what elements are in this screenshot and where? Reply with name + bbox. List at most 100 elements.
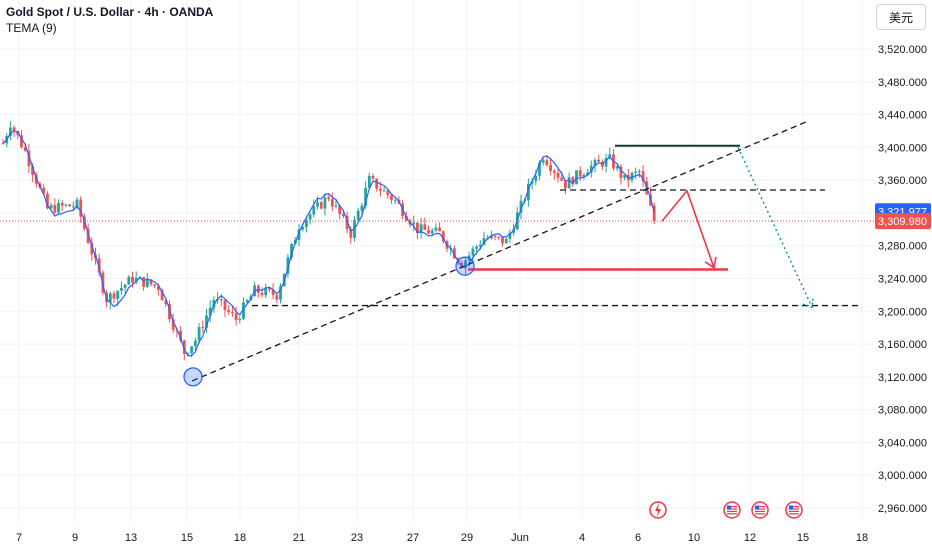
candle bbox=[75, 197, 79, 210]
x-tick-label: 29 bbox=[461, 532, 473, 544]
candle bbox=[545, 156, 549, 167]
x-tick-label: Jun bbox=[511, 532, 529, 544]
grid bbox=[0, 0, 874, 522]
y-tick-label: 3,240.000 bbox=[878, 274, 927, 286]
us-flag-icon[interactable] bbox=[785, 501, 803, 519]
candle bbox=[441, 230, 445, 244]
candle bbox=[571, 175, 575, 187]
y-axis[interactable]: 2,960.000 3,000.000 3,040.000 3,080.000 3,12… bbox=[878, 44, 927, 515]
candle bbox=[434, 223, 438, 232]
candle bbox=[68, 203, 71, 207]
candle bbox=[112, 290, 116, 304]
candle bbox=[430, 227, 434, 236]
chart-header: Gold Spot / U.S. Dollar · 4h · OANDA TEM… bbox=[6, 4, 213, 36]
us-flag-icon[interactable] bbox=[723, 501, 741, 519]
highlight-circle[interactable] bbox=[455, 256, 475, 276]
arrow-head bbox=[704, 256, 717, 270]
candle bbox=[145, 273, 149, 288]
x-tick-label: 12 bbox=[744, 532, 756, 544]
projection-arrow[interactable] bbox=[661, 189, 715, 269]
lightning-icon[interactable] bbox=[649, 501, 667, 519]
candle bbox=[305, 218, 308, 233]
x-axis[interactable]: 7 9 13 15 18 21 23 27 29 Jun 4 6 10 12 15 18 bbox=[16, 532, 868, 544]
candle bbox=[279, 283, 282, 304]
indicator-label[interactable]: TEMA (9) bbox=[6, 21, 57, 35]
x-tick-label: 7 bbox=[16, 532, 22, 544]
candle bbox=[312, 199, 316, 218]
symbol-title[interactable]: Gold Spot / U.S. Dollar · 4h · OANDA bbox=[6, 5, 214, 19]
candle bbox=[297, 224, 301, 247]
x-tick-label: 21 bbox=[293, 532, 305, 544]
candle bbox=[338, 204, 342, 220]
x-tick-label: 4 bbox=[579, 532, 585, 544]
candle bbox=[319, 200, 323, 210]
x-tick-label: 6 bbox=[635, 532, 641, 544]
candle bbox=[497, 236, 501, 241]
candle bbox=[604, 153, 608, 173]
x-tick-label: 13 bbox=[125, 532, 137, 544]
candle bbox=[597, 154, 601, 162]
candle bbox=[205, 308, 208, 333]
candle bbox=[197, 323, 201, 344]
us-flag-icon[interactable] bbox=[751, 501, 769, 519]
candle bbox=[164, 299, 168, 307]
candle bbox=[234, 306, 238, 326]
arrow-head bbox=[802, 297, 814, 309]
candle bbox=[641, 165, 645, 187]
trendline[interactable] bbox=[191, 120, 809, 382]
candle bbox=[634, 167, 638, 180]
candle bbox=[419, 218, 423, 239]
current-price-label: 3,309.980 bbox=[875, 213, 931, 230]
currency-button[interactable]: 美元 bbox=[876, 4, 926, 30]
candle bbox=[390, 193, 393, 204]
y-tick-label: 3,360.000 bbox=[878, 175, 927, 187]
x-tick-label: 15 bbox=[181, 532, 193, 544]
candle bbox=[423, 217, 427, 231]
candle bbox=[589, 160, 593, 178]
candle bbox=[153, 283, 157, 289]
y-tick-label: 2,960.000 bbox=[878, 503, 927, 515]
candle bbox=[275, 293, 279, 304]
long-term-arrow[interactable] bbox=[737, 147, 813, 308]
candle bbox=[127, 274, 131, 285]
candle bbox=[27, 143, 31, 174]
candle bbox=[371, 173, 375, 181]
candle bbox=[53, 198, 57, 215]
highlight-circle[interactable] bbox=[183, 367, 203, 387]
y-tick-label: 3,200.000 bbox=[878, 306, 927, 318]
candle bbox=[549, 157, 552, 176]
x-tick-label: 10 bbox=[688, 532, 700, 544]
candle bbox=[64, 203, 68, 208]
candle bbox=[367, 172, 371, 189]
candle bbox=[256, 284, 260, 298]
event-icons[interactable] bbox=[649, 501, 803, 519]
candle bbox=[349, 226, 353, 244]
current-price-label-text: 3,309.980 bbox=[878, 216, 927, 228]
candle bbox=[601, 159, 604, 171]
candle bbox=[412, 215, 416, 231]
x-tick-label: 27 bbox=[407, 532, 419, 544]
candle bbox=[552, 169, 556, 180]
candle bbox=[356, 208, 360, 221]
y-tick-label: 3,120.000 bbox=[878, 372, 927, 384]
candle bbox=[223, 299, 227, 318]
candle bbox=[238, 316, 242, 324]
candle bbox=[578, 166, 582, 181]
x-tick-label: 9 bbox=[72, 532, 78, 544]
candle bbox=[201, 320, 205, 333]
candle bbox=[290, 243, 293, 261]
tema-line bbox=[2, 130, 655, 357]
drawings[interactable] bbox=[183, 120, 862, 387]
candle bbox=[519, 194, 523, 220]
x-tick-label: 18 bbox=[234, 532, 246, 544]
candle bbox=[308, 212, 312, 225]
candle bbox=[453, 245, 456, 259]
candle bbox=[493, 234, 497, 241]
candle bbox=[142, 276, 145, 291]
y-tick-label: 3,480.000 bbox=[878, 77, 927, 89]
x-tick-label: 23 bbox=[351, 532, 363, 544]
candle bbox=[638, 169, 641, 178]
candle bbox=[9, 121, 12, 141]
